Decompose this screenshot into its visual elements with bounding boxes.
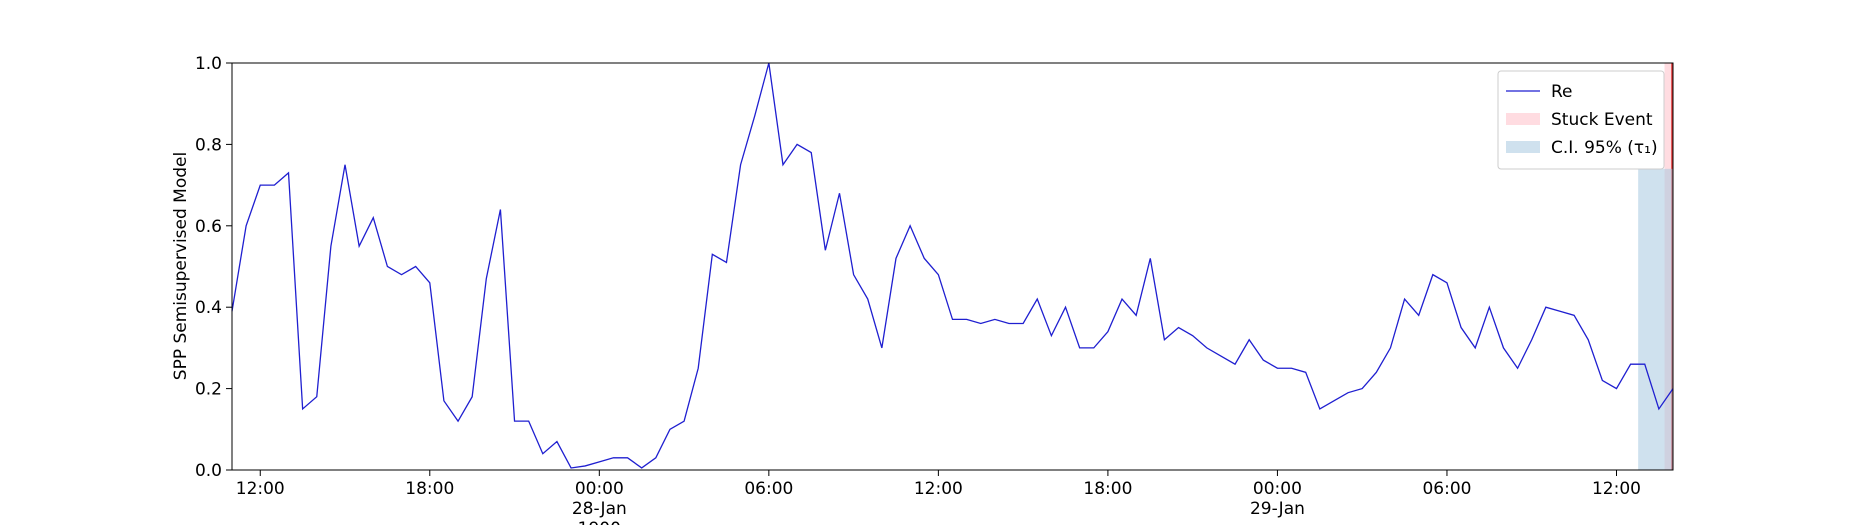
x-tick-label-line: 12:00 [1592, 479, 1641, 499]
x-tick-label-line: 29-Jan [1250, 499, 1305, 519]
legend-swatch [1506, 113, 1540, 125]
legend-label: Stuck Event [1551, 110, 1653, 130]
x-tick-label: 06:00 [744, 479, 793, 499]
plot-frame [231, 62, 1674, 471]
line [231, 62, 1674, 469]
y-tick-label: 0.6 [195, 217, 222, 237]
x-tick-label: 12:00 [1592, 479, 1641, 499]
y-tick-label: 0.0 [195, 461, 222, 481]
span [1638, 168, 1673, 470]
x-tick-label-line: 18:00 [405, 479, 454, 499]
x-tick-label-line: 12:00 [236, 479, 285, 499]
x-tick-label: 18:00 [1083, 479, 1132, 499]
legend-label: C.I. 95% (τ₁) [1551, 138, 1658, 158]
x-tick-label: 00:00 29-Jan [1250, 479, 1305, 519]
x-tick-label-line: 06:00 [744, 479, 793, 499]
x-tick-label: 12:00 [236, 479, 285, 499]
legend-label: Re [1551, 82, 1573, 102]
x-tick-label: 12:00 [914, 479, 963, 499]
y-tick-label: 0.4 [195, 298, 222, 318]
y-tick-label: 1.0 [195, 54, 222, 74]
x-tick-label-line: 28-Jan [572, 499, 627, 519]
y-tick-label: 0.8 [195, 135, 222, 155]
x-tick-label-line: 1900 [578, 519, 621, 525]
y-axis-label: SPP Semisupervised Model [171, 152, 191, 380]
x-tick-label: 06:00 [1422, 479, 1471, 499]
x-tick-label-line: 18:00 [1083, 479, 1132, 499]
legend-swatch [1506, 141, 1540, 153]
x-tick-label-line: 06:00 [1422, 479, 1471, 499]
x-tick-label-line: 00:00 [575, 479, 624, 499]
x-tick-label-line: 12:00 [914, 479, 963, 499]
x-tick-label-line: 00:00 [1253, 479, 1302, 499]
y-tick-label: 0.2 [195, 380, 222, 400]
x-tick-label: 18:00 [405, 479, 454, 499]
